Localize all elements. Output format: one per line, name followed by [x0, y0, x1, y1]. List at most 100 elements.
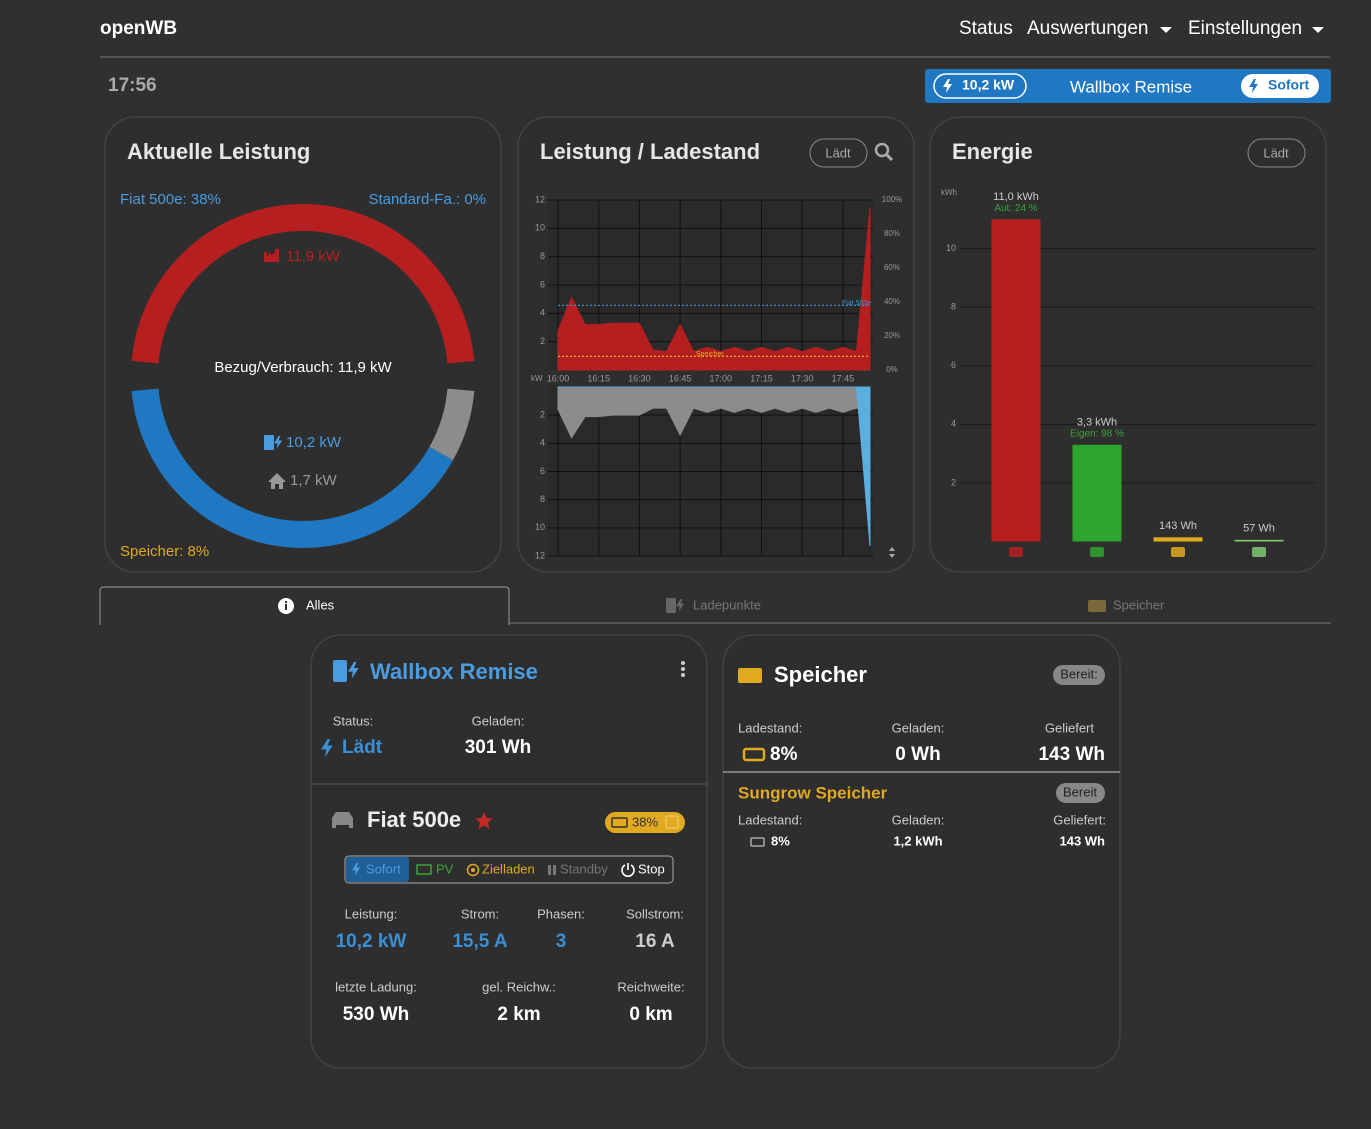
tab[interactable]: Alles — [306, 597, 335, 612]
x-tick-label: 16:45 — [669, 373, 692, 383]
nav-link[interactable]: Status — [959, 18, 1013, 39]
label: 10,2 kW — [286, 434, 342, 451]
y-tick-label: 2 — [951, 477, 956, 487]
caret-icon — [1312, 27, 1324, 33]
brand: openWB — [100, 18, 177, 39]
axis-unit: kW — [531, 374, 543, 383]
mode-button[interactable]: Zielladen — [482, 861, 535, 876]
label: Lädt — [342, 737, 383, 758]
stat-label: Strom: — [461, 906, 499, 921]
nav-link[interactable]: Einstellungen — [1188, 18, 1302, 39]
bolt-icon — [1249, 79, 1258, 93]
y-tick-label: 12 — [535, 550, 545, 560]
card-title: Leistung / Ladestand — [540, 139, 760, 164]
label: 0 Wh — [895, 744, 940, 765]
category-icon — [1171, 547, 1185, 557]
power-area — [557, 207, 871, 371]
charger-icon — [666, 598, 676, 613]
battery-icon — [742, 747, 766, 762]
battery-icon — [738, 668, 762, 683]
series-label: Speicher — [696, 351, 724, 358]
y2-tick-label: 40% — [884, 297, 900, 306]
mode-button[interactable]: Standby — [560, 861, 608, 876]
x-tick-label: 16:15 — [587, 373, 610, 383]
axis-unit: kWh — [941, 188, 957, 197]
stat-value: 10,2 kW — [336, 931, 407, 952]
quick-button[interactable] — [925, 69, 1331, 103]
category-icon — [1090, 547, 1104, 557]
label: Geliefert: — [1053, 812, 1106, 827]
label: 8% — [771, 833, 790, 848]
mode-button[interactable]: Sofort — [366, 861, 401, 876]
y2-tick-label: 100% — [882, 195, 902, 204]
donut-segment — [131, 388, 454, 548]
tab[interactable]: Speicher — [1113, 597, 1165, 612]
y-tick-label: 2 — [540, 410, 545, 420]
power-area — [558, 386, 871, 547]
stat-value: 15,5 A — [452, 931, 508, 952]
state-pill — [1053, 665, 1105, 685]
y-tick-label: 4 — [540, 308, 545, 318]
mode-button[interactable]: Stop — [638, 861, 665, 876]
donut-segment — [131, 204, 475, 364]
label: 10,2 kW — [962, 77, 1015, 93]
x-tick-label: 16:00 — [547, 373, 570, 383]
mode-button[interactable]: PV — [436, 861, 454, 876]
favorite-icon — [475, 812, 493, 829]
menu-icon[interactable] — [681, 667, 685, 671]
menu-icon[interactable] — [681, 661, 685, 665]
bolt-icon — [676, 599, 685, 612]
donut-segment — [429, 388, 475, 461]
menu-icon[interactable] — [681, 673, 685, 677]
search-icon — [874, 142, 890, 158]
y2-tick-label: 80% — [884, 229, 900, 238]
sub-label: Aut: 24 % — [994, 203, 1037, 214]
battery-icon — [611, 817, 628, 828]
value-label: 57 Wh — [1243, 523, 1275, 535]
label: Lädt — [825, 145, 851, 160]
y2-tick-label: 60% — [884, 263, 900, 272]
label: Bezug/Verbrauch: 11,9 kW — [214, 359, 392, 376]
x-tick-label: 16:30 — [628, 373, 651, 383]
value-label: 11,0 kWh — [993, 191, 1039, 203]
info-icon — [285, 601, 287, 603]
status-pill — [809, 138, 868, 168]
house-icon — [268, 473, 286, 489]
y-tick-label: 6 — [540, 466, 545, 476]
card — [310, 634, 708, 1069]
stat-value: 16 A — [635, 931, 675, 952]
label: Geladen: — [892, 720, 945, 735]
sub-label: Eigen: 98 % — [1070, 428, 1124, 439]
y-tick-label: 4 — [951, 419, 956, 429]
device-name: Sungrow Speicher — [738, 783, 888, 802]
storage-title: Speicher — [774, 662, 867, 687]
stat-label: Phasen: — [537, 906, 585, 921]
x-tick-label: 17:45 — [832, 373, 855, 383]
y-tick-label: 10 — [535, 522, 545, 532]
pv-icon — [416, 864, 432, 875]
y-tick-label: 8 — [540, 494, 545, 504]
y-tick-label: 6 — [540, 279, 545, 289]
bar — [1234, 539, 1284, 542]
y-tick-label: 8 — [951, 302, 956, 312]
bar — [1072, 444, 1122, 542]
stat-label: Reichweite: — [617, 979, 684, 994]
target-icon — [466, 863, 480, 877]
car-icon — [332, 812, 353, 828]
search-icon — [884, 152, 894, 162]
chargepoint-name: Wallbox Remise — [370, 659, 538, 684]
label: 38% — [632, 814, 658, 829]
tab[interactable]: Ladepunkte — [693, 597, 761, 612]
mode-active — [346, 857, 409, 882]
mode-edit — [665, 815, 679, 829]
label: 143 Wh — [1038, 744, 1105, 765]
card — [722, 634, 1121, 1069]
grid-icon — [264, 249, 279, 262]
vehicle-name: Fiat 500e — [367, 807, 461, 832]
y2-tick-label: 20% — [884, 331, 900, 340]
label: 143 Wh — [1059, 833, 1105, 848]
info-icon — [285, 604, 287, 610]
label: Lädt — [1263, 145, 1289, 160]
nav-link[interactable]: Auswertungen — [1027, 18, 1148, 39]
label: Wallbox Remise — [1070, 77, 1192, 96]
